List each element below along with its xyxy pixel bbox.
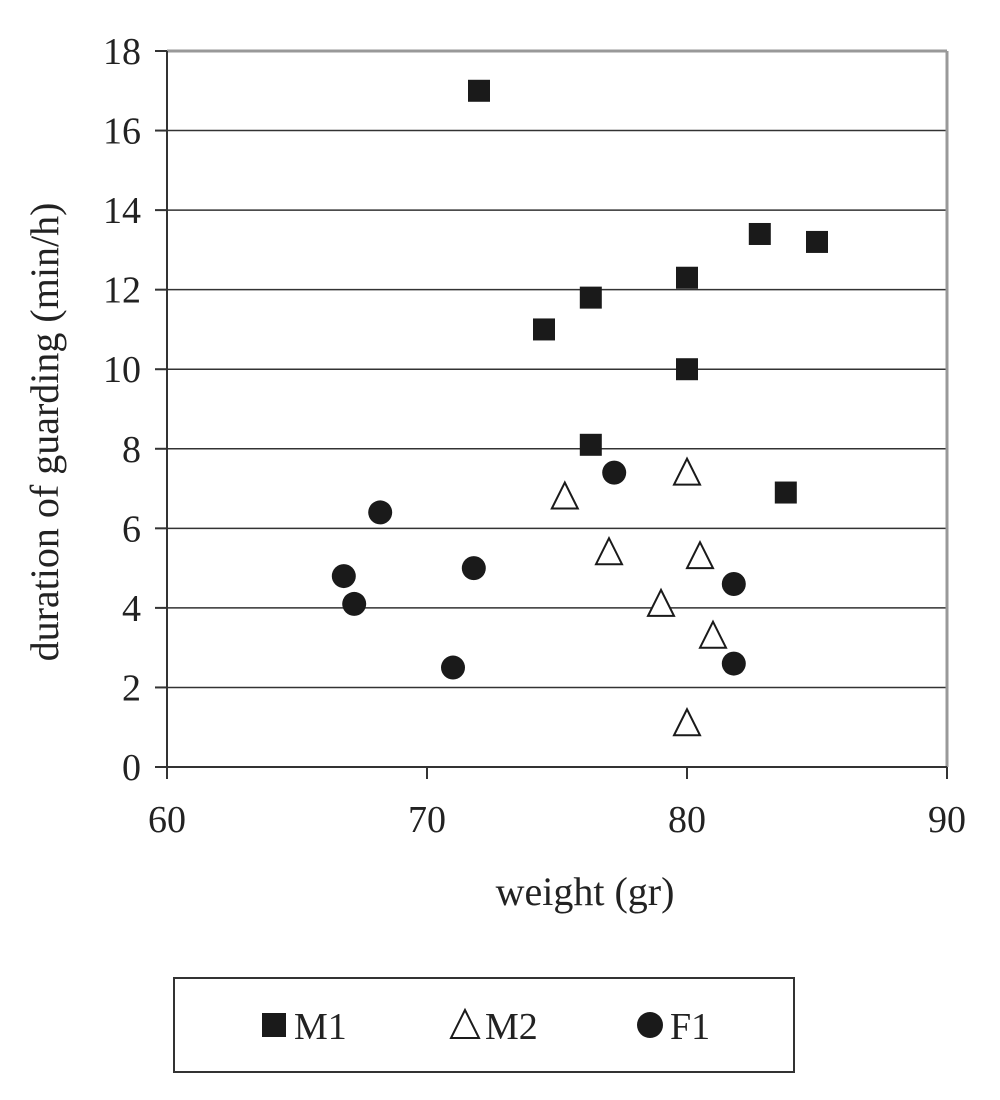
- y-tick-label: 18: [103, 31, 141, 73]
- data-point-m1: [676, 266, 698, 289]
- grid-lines: [167, 50, 947, 689]
- data-point-f1: [342, 591, 367, 616]
- x-tick-label: 70: [408, 799, 446, 841]
- legend-label-m1: M1: [294, 1006, 347, 1048]
- data-point-m2: [672, 456, 702, 486]
- data-point-m1: [676, 358, 698, 381]
- data-point-m1: [748, 222, 771, 245]
- legend-marker-m2: [449, 1007, 481, 1039]
- legend-label-m2: M2: [485, 1006, 538, 1048]
- data-point-f1: [721, 572, 746, 597]
- y-tick-label: 6: [122, 508, 141, 550]
- legend-marker-m1: [262, 1013, 286, 1037]
- x-tick-label: 90: [928, 799, 966, 841]
- data-point-m1: [579, 433, 602, 456]
- legend-items: M1 M2 F1: [262, 1006, 710, 1048]
- data-point-m1: [774, 481, 797, 504]
- y-tick-label: 0: [122, 747, 141, 789]
- data-point-f1: [368, 500, 393, 525]
- y-tick-label: 10: [103, 349, 141, 391]
- y-axis-label: duration of guarding (min/h): [22, 203, 67, 662]
- data-point-f1: [721, 651, 746, 676]
- x-tick-label: 80: [668, 799, 706, 841]
- data-point-m1: [579, 286, 602, 309]
- y-tick-label: 2: [122, 667, 141, 709]
- data-point-m1: [468, 79, 490, 102]
- y-tick-label: 16: [103, 111, 141, 153]
- data-point-f1: [602, 460, 627, 485]
- data-point-m2: [685, 539, 715, 570]
- data-point-f1: [461, 556, 486, 581]
- legend-marker-f1: [637, 1012, 663, 1038]
- data-point-f1: [441, 655, 465, 680]
- legend-label-f1: F1: [670, 1006, 710, 1048]
- data-point-m2: [698, 619, 728, 649]
- data-point-m2: [550, 480, 580, 510]
- y-tick-label: 14: [103, 190, 141, 232]
- x-axis-label: weight (gr): [496, 869, 675, 914]
- data-point-m2: [646, 587, 676, 617]
- y-tick-label: 4: [122, 588, 141, 630]
- legend: M1 M2 F1: [173, 977, 795, 1073]
- data-point-f1: [331, 564, 356, 589]
- axes: 0 2 4 6 8 10 12 14 16 18 60 70 80 90: [103, 31, 966, 841]
- data-points: [331, 79, 828, 737]
- x-tick-label: 60: [148, 799, 186, 841]
- y-tick-label: 12: [103, 270, 141, 312]
- data-point-m1: [806, 230, 828, 253]
- y-tick-label: 8: [122, 429, 141, 471]
- data-point-m1: [533, 318, 555, 341]
- data-point-m2: [594, 535, 624, 566]
- data-point-m2: [672, 707, 702, 737]
